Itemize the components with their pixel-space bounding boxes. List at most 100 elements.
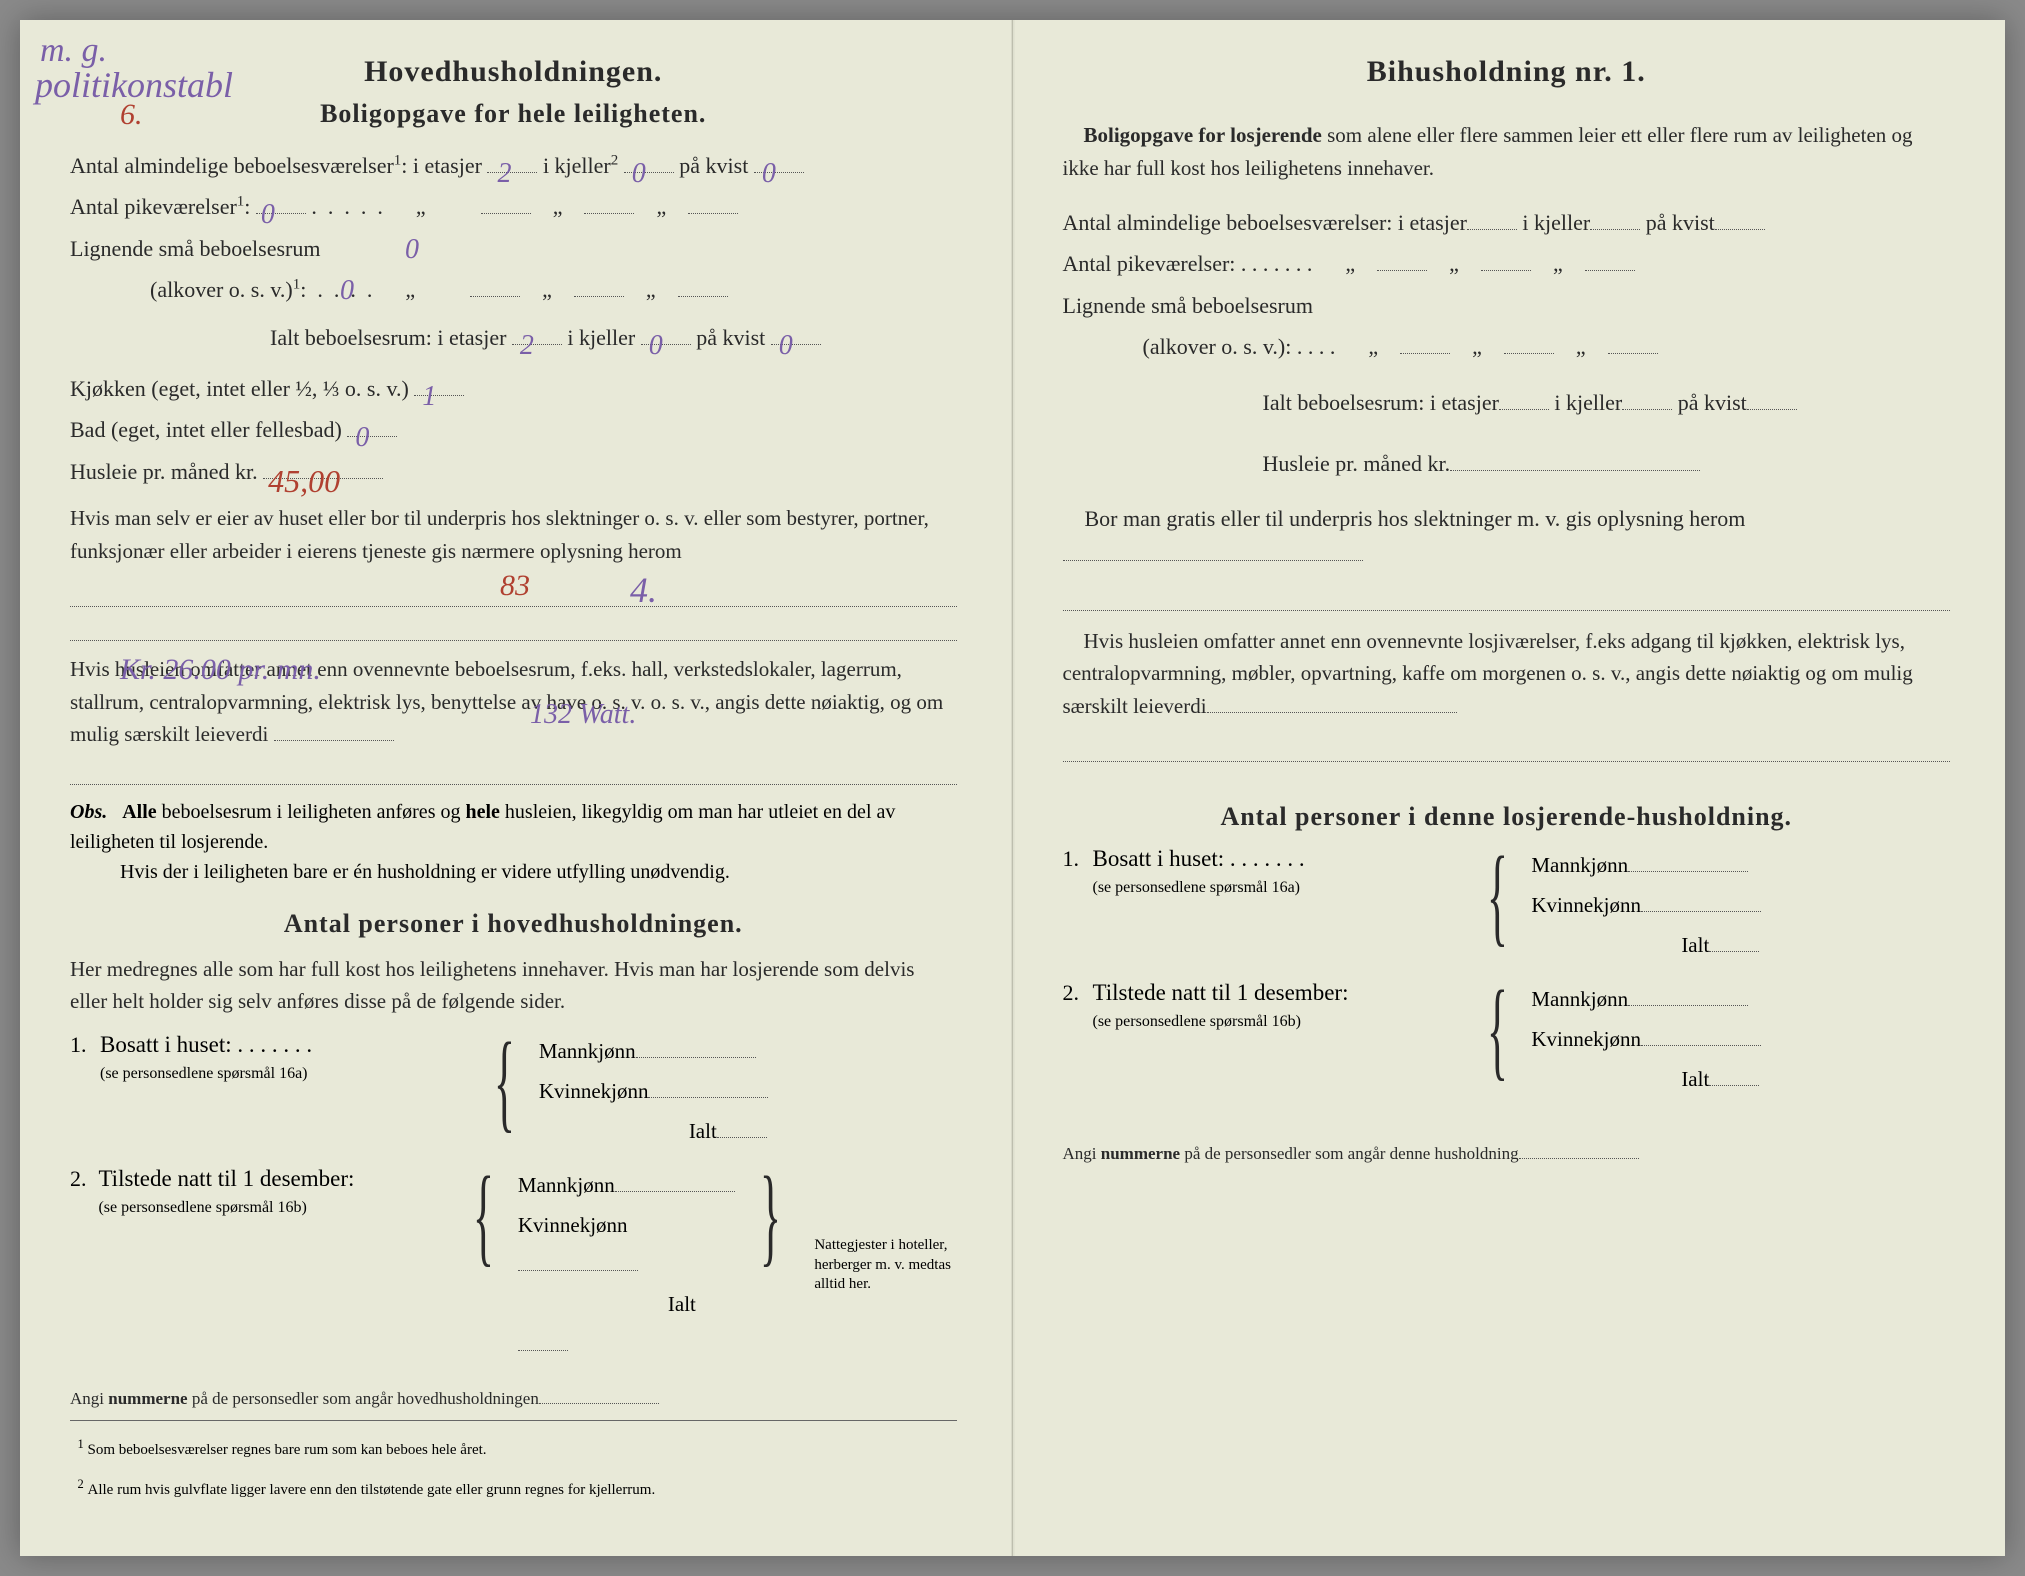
field-etasjer1: 2 (487, 172, 537, 173)
rf7 (1400, 353, 1450, 354)
r-l4: Ialt beboelsesrum: i etasjer (1263, 390, 1499, 415)
rf-bl (1519, 1158, 1639, 1159)
r-line3b: (alkover o. s. v.): . . . . „ „ „ (1063, 328, 1951, 365)
rf2 (1590, 229, 1640, 230)
f-p1m (636, 1057, 756, 1058)
left-page: Hovedhusholdningen. Boligopgave for hele… (20, 20, 1013, 1556)
obs-block: Obs. Alle beboelsesrum i leiligheten anf… (70, 797, 957, 887)
rf4 (1377, 270, 1427, 271)
p1-fields: Mannkjønn Kvinnekjønn Ialt (539, 1032, 769, 1152)
p2-kvinne: Kvinnekjønn (518, 1213, 628, 1237)
r-blank2 (1063, 734, 1951, 762)
l2: Antal pikeværelser (70, 194, 237, 219)
r-p2m: Mannkjønn (1531, 987, 1628, 1011)
rf13 (1450, 470, 1700, 471)
rf-p2k (1641, 1045, 1761, 1046)
p2-label-block: Tilstede natt til 1 desember: (se person… (98, 1166, 449, 1218)
l4c: på kvist (696, 325, 765, 350)
hw-ialt-et: 2 (520, 322, 534, 370)
p1-label-block: Bosatt i huset: . . . . . . . (se person… (100, 1032, 470, 1084)
r-line5: Husleie pr. måned kr. (1063, 445, 1951, 482)
field-ialt-et: 2 (512, 344, 562, 345)
r-p1s: (se personsedlene spørsmål 16a) (1093, 879, 1301, 896)
rf15 (1207, 712, 1457, 713)
sup1b: 1 (237, 194, 245, 210)
obs-label: Obs. (70, 801, 107, 823)
rf14 (1063, 560, 1363, 561)
rf-p1k (1641, 911, 1761, 912)
l3: Lignende små beboelsesrum (70, 236, 321, 261)
rf-p1m (1628, 871, 1748, 872)
l3b: (alkover o. s. v.) (150, 277, 293, 302)
person-row-2: 2. Tilstede natt til 1 desember: (se per… (70, 1166, 957, 1365)
r-note2: Hvis husleien omfatter annet enn ovennev… (1063, 625, 1951, 723)
r-l3b: (alkover o. s. v.): . . . . (1143, 334, 1336, 359)
r-l1c: på kvist (1646, 210, 1715, 235)
hw-husleie: 45,00 (268, 454, 340, 508)
p1-ialt: Ialt (689, 1119, 717, 1143)
field-kjokken: 1 (414, 395, 464, 396)
field-pike: 0 (256, 213, 306, 214)
field-leieverdi (274, 740, 394, 741)
note-husleie-omfatter: Hvis husleien omfatter annet enn ovennev… (70, 653, 957, 785)
r-person-row-2: 2. Tilstede natt til 1 desember: (se per… (1063, 980, 1951, 1100)
field-ialt-kj: 0 (641, 344, 691, 345)
rf3 (1715, 229, 1765, 230)
line-husleie: Husleie pr. måned kr. 45,00 (70, 453, 957, 490)
rf11 (1622, 409, 1672, 410)
field-ialt-kv: 0 (771, 344, 821, 345)
blank-line-2 (70, 613, 957, 641)
footnote-1: 1 Som beboelsesværelser regnes bare rum … (70, 1429, 957, 1462)
brace-icon-2b: } (759, 1166, 780, 1265)
rf9 (1608, 353, 1658, 354)
l5: Kjøkken (eget, intet eller ½, ⅓ o. s. v.… (70, 376, 409, 401)
p2-sub: (se personsedlene spørsmål 16b) (98, 1199, 306, 1216)
f-p2m (615, 1191, 735, 1192)
hw-lv2: Kr. 26.00 pr. mn. (120, 647, 321, 694)
r-l1: Antal almindelige beboelsesværelser: i e… (1063, 210, 1467, 235)
r-p2-label: Tilstede natt til 1 desember: (se person… (1093, 980, 1463, 1032)
r-line4: Ialt beboelsesrum: i etasjer i kjeller p… (1063, 384, 1951, 421)
right-intro: Boligopgave for losjerende som alene ell… (1063, 119, 1951, 184)
r-bottom-line: Angi nummerne på de personsedler som ang… (1063, 1140, 1951, 1169)
field-kjeller1: 0 (624, 172, 674, 173)
r-note2-text: Hvis husleien omfatter annet enn ovennev… (1063, 629, 1913, 718)
line-pikevaerelser: Antal pikeværelser1: 0 . . . . . „ „ „ (70, 188, 957, 225)
f-c2 (574, 296, 624, 297)
rf-p2i (1709, 1085, 1759, 1086)
rf5 (1481, 270, 1531, 271)
r-line2: Antal pikeværelser: . . . . . . . „ „ „ (1063, 245, 1951, 282)
rf6 (1585, 270, 1635, 271)
blank-line-3: Kr. 26.00 pr. mn. (70, 757, 957, 785)
hw-lv1: 132 Watt. (530, 693, 636, 736)
f-p1i (717, 1137, 767, 1138)
p2-label: Tilstede natt til 1 desember: (98, 1166, 354, 1191)
f-b3 (688, 213, 738, 214)
note-eier: Hvis man selv er eier av huset eller bor… (70, 502, 957, 567)
f-c3 (678, 296, 728, 297)
side-note: Nattegjester i hoteller, herberger m. v.… (814, 1236, 956, 1295)
p2-ialt: Ialt (668, 1292, 696, 1316)
r-line3: Lignende små beboelsesrum (1063, 287, 1951, 324)
brace-icon-r2: { (1486, 980, 1507, 1079)
l6: Bad (eget, intet eller fellesbad) (70, 417, 342, 442)
r-p1-label: Bosatt i huset: . . . . . . . (se person… (1093, 846, 1463, 898)
f-c1 (470, 296, 520, 297)
line-beboelsesvaerelser: Antal almindelige beboelsesværelser1: i … (70, 147, 957, 184)
title-boligopgave: Boligopgave for hele leiligheten. (70, 99, 957, 129)
bl-text: Angi nummerne på de personsedler som ang… (70, 1389, 539, 1408)
hw-alkover: 0 (340, 267, 354, 315)
fn1: Som beboelsesværelser regnes bare rum so… (88, 1442, 487, 1458)
line-lignende: Lignende små beboelsesrum 0 (70, 230, 957, 267)
l7: Husleie pr. måned kr. (70, 459, 258, 484)
bottom-line-left: Angi nummerne på de personsedler som ang… (70, 1385, 957, 1414)
r-section-title: Antal personer i denne losjerende-hushol… (1063, 802, 1951, 832)
obs-t1-a: Alle beboelsesrum i leiligheten anføres … (70, 801, 895, 853)
footnote-rule (70, 1420, 957, 1421)
field-kvist1: 0 (754, 172, 804, 173)
rf10 (1499, 409, 1549, 410)
p1-mann: Mannkjønn (539, 1039, 636, 1063)
hw-ialt-kv: 0 (779, 322, 793, 370)
obs-t2: Hvis der i leiligheten bare er én hushol… (120, 857, 730, 887)
f-p2i (518, 1350, 568, 1351)
